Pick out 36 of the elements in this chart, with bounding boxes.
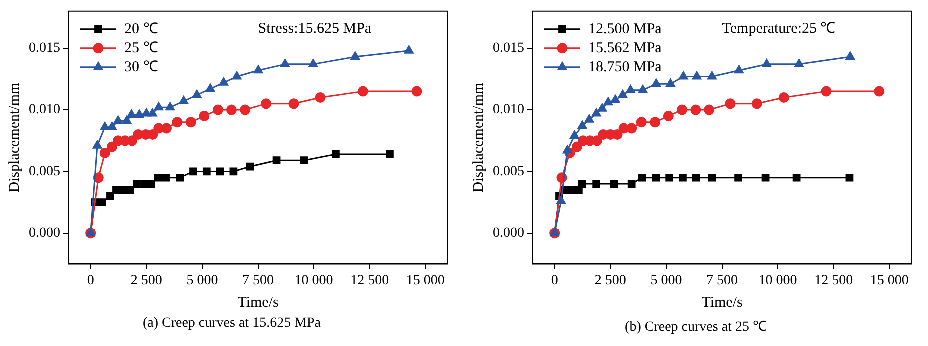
y-tick-label: 0.000 [493,226,524,242]
legend-label: 25 ℃ [124,40,158,56]
x-tick-label: 5 000 [650,273,682,288]
legend-label: 12.500 MPa [588,21,662,38]
x-tick-label: 15 000 [406,273,445,288]
y-axis-title: Displacement/mm [6,82,23,193]
x-tick-label: 2 500 [594,273,626,288]
x-tick-label: 0 [551,273,558,288]
x-tick-label: 5 000 [186,273,218,288]
x-tick-label: 12 500 [814,273,854,288]
x-tick-label: 7 500 [242,273,274,288]
x-tick-label: 0 [87,273,94,288]
y-tick-label: 0.015 [493,41,524,56]
y-tick-label: 0.000 [29,226,60,242]
x-tick-label: 12 500 [350,273,390,288]
y-tick-label: 0.005 [493,164,524,180]
text: (a) Creep curves at 15.625 MPa [142,316,322,332]
y-tick-label: 0.010 [29,102,60,118]
x-tick-label: 10 000 [758,273,798,288]
y-tick-label: 0.005 [29,164,60,180]
annotation: Stress:15.625 MPa [258,20,372,37]
text: (b) Creep curves at 25 ℃ [624,319,768,336]
x-tick-label: 2 500 [130,273,162,288]
y-tick-label: 0.015 [29,41,60,56]
annotation: Temperature:25 ℃ [722,20,836,37]
legend-label: 20 ℃ [124,21,158,38]
y-axis-title: Displacement/mm [470,82,487,193]
legend-label: 18.750 MPa [588,59,662,76]
x-tick-label: 7 500 [706,273,738,288]
x-axis-title: Time/s [238,294,279,311]
x-axis-title: Time/s [702,294,743,311]
x-tick-label: 10 000 [294,273,334,288]
x-tick-label: 15 000 [870,273,909,288]
legend-label: 15.562 MPa [588,40,662,56]
legend-label: 30 ℃ [124,59,158,76]
y-tick-label: 0.010 [493,102,524,118]
